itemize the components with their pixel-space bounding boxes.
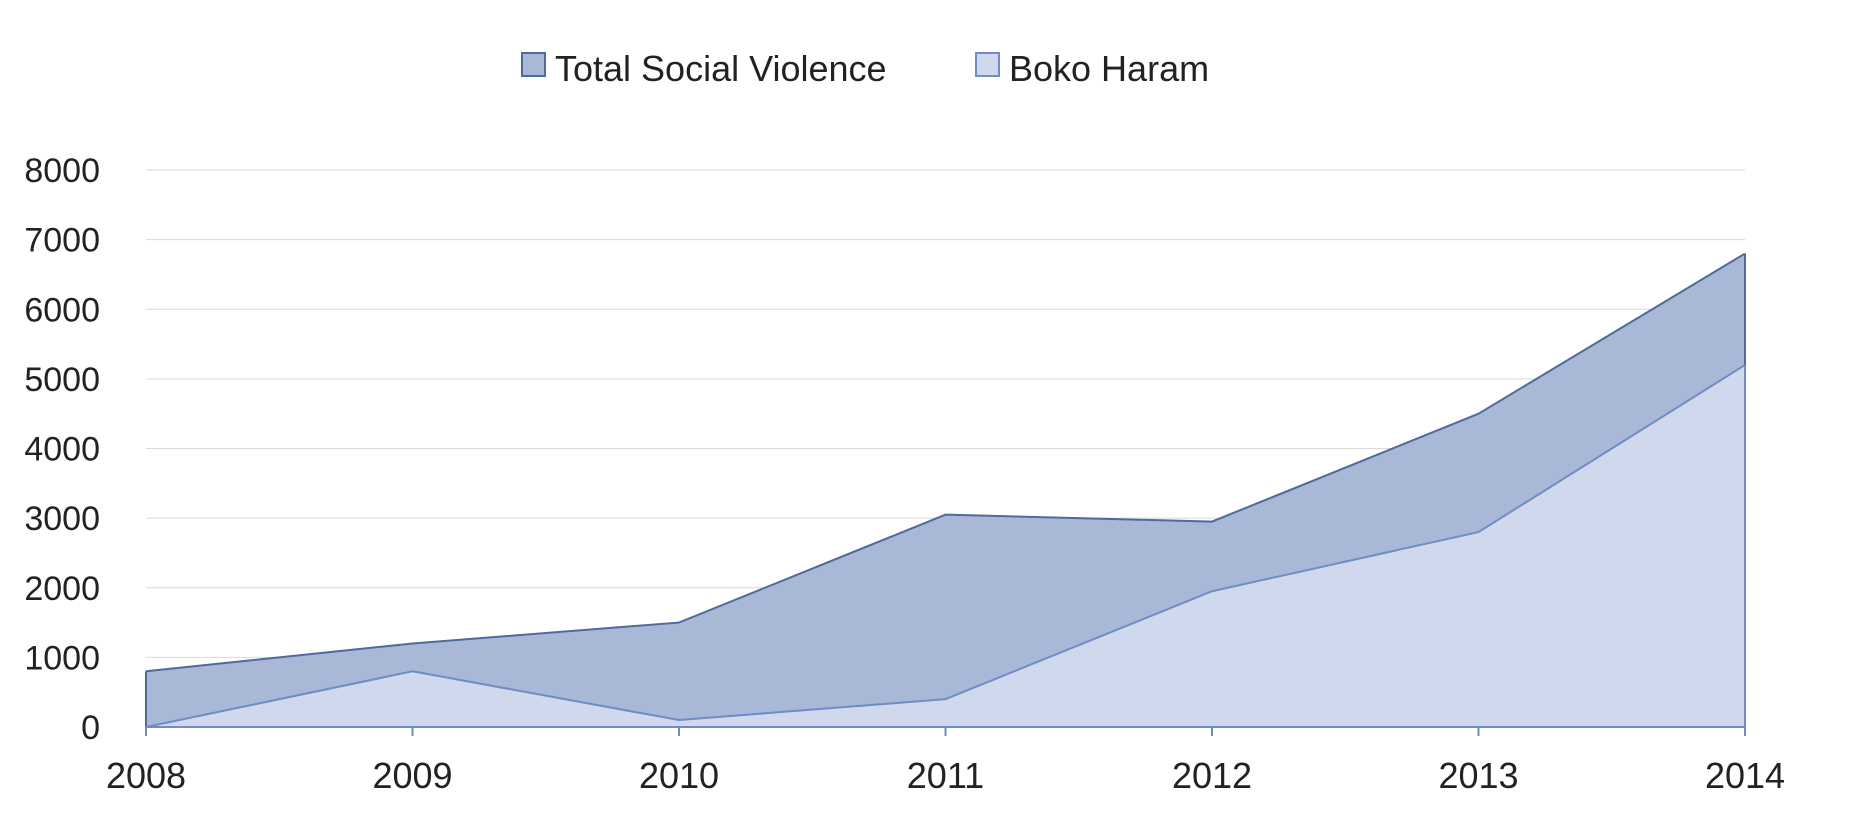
x-tick-label: 2013 — [1438, 755, 1518, 796]
y-tick-label: 2000 — [24, 570, 100, 608]
area-boko-haram — [146, 364, 1745, 727]
line-total-social-violence — [145, 252, 1746, 673]
series-areas — [145, 252, 1746, 728]
x-axis — [145, 726, 1746, 736]
legend: Total Social Violence Boko Haram — [521, 48, 1209, 89]
x-tick-label: 2011 — [907, 755, 984, 796]
y-tick-label: 4000 — [24, 431, 100, 469]
y-tick-label: 8000 — [24, 152, 100, 190]
y-tick-label: 7000 — [24, 222, 100, 260]
x-tick-labels: 2008 2009 2010 2011 2012 2013 2014 — [106, 755, 1785, 796]
y-tick-label: 0 — [81, 709, 100, 747]
legend-label-boko-haram: Boko Haram — [1009, 48, 1209, 89]
legend-swatch-total-social-violence — [521, 52, 546, 77]
y-tick-label: 1000 — [24, 639, 100, 677]
x-tick-label: 2012 — [1172, 755, 1252, 796]
y-tick-label: 6000 — [24, 291, 100, 329]
x-tick-label: 2009 — [372, 755, 452, 796]
x-tick-label: 2010 — [639, 755, 719, 796]
x-tick-label: 2008 — [106, 755, 186, 796]
legend-swatch-boko-haram — [975, 52, 1000, 77]
line-boko-haram — [145, 364, 1746, 728]
y-tick-label: 5000 — [24, 361, 100, 399]
y-tick-label: 3000 — [24, 500, 100, 538]
legend-label-total-social-violence: Total Social Violence — [555, 48, 887, 89]
y-tick-labels: 0 1000 2000 3000 4000 5000 6000 7000 8000 — [24, 152, 100, 747]
x-tick-label: 2014 — [1705, 755, 1785, 796]
